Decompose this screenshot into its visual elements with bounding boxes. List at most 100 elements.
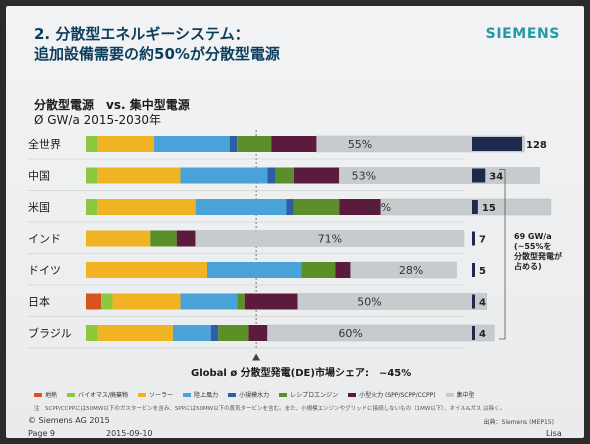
dg-segment: [101, 293, 113, 310]
global-share-marker: [252, 353, 261, 361]
dg-segment: [275, 167, 294, 184]
total-bar: [472, 263, 475, 277]
legend-label: 小型火力 (SPP/SCPP/CCPP): [359, 392, 436, 399]
legend-swatch: [445, 392, 454, 397]
legend-item: 集中型: [445, 390, 475, 399]
total-label: 7: [479, 235, 486, 246]
legend-label: 陸上風力: [194, 392, 219, 399]
central-segment: [267, 324, 495, 342]
dg-segment: [244, 293, 298, 310]
subtotal-bracket: [499, 169, 506, 340]
legend-label: レシプロエンジン: [290, 392, 339, 399]
dg-segment: [86, 325, 98, 341]
legend-swatch: [183, 392, 192, 397]
legend-swatch: [228, 392, 237, 397]
dg-segment: [286, 199, 294, 215]
bracket-annotation: 69 GW/a (~55%を 分散型発電が 占める): [514, 232, 584, 272]
total-label: 4: [479, 298, 486, 309]
total-bar: [472, 326, 475, 340]
legend-item: 小型火力 (SPP/SCPP/CCPP): [348, 390, 436, 399]
legend-label: ソーラー: [149, 392, 174, 399]
dg-segment: [339, 199, 381, 215]
legend-item: バイオマス/廃棄物: [67, 390, 128, 399]
dg-segment: [267, 167, 275, 184]
central-share-label: 50%: [357, 296, 381, 309]
dg-segment: [86, 167, 98, 184]
dg-segment: [172, 325, 211, 341]
total-bar: [472, 137, 522, 151]
dg-segment: [97, 136, 155, 152]
category-label: 中国: [28, 170, 50, 183]
legend-item: 小規模水力: [228, 390, 269, 399]
dg-segment: [180, 167, 268, 184]
category-label: 米国: [28, 201, 50, 214]
legend-item: ソーラー: [138, 390, 173, 399]
legend-swatch: [67, 392, 76, 397]
dg-segment: [293, 199, 340, 215]
chart-subtitle: 分散型電源 vs. 集中型電源 Ø GW/a 2015-2030年: [34, 98, 190, 128]
central-share-label: 60%: [338, 327, 362, 340]
date: 2015-09-10: [106, 429, 153, 438]
total-bar: [472, 294, 475, 309]
dg-segment: [97, 199, 196, 215]
copyright: © Siemens AG 2015: [28, 416, 110, 425]
total-label: 128: [526, 140, 547, 151]
central-segment: [380, 198, 552, 216]
total-label: 34: [489, 172, 503, 183]
legend-label: バイオマス/廃棄物: [78, 392, 129, 399]
slide-title: 2. 分散型エネルギーシステム： 追加設備需要の約50%が分散型電源: [34, 24, 280, 64]
dg-segment: [195, 199, 287, 215]
legend-swatch: [348, 392, 357, 397]
dg-segment: [86, 262, 207, 278]
title-line-2: 追加設備需要の約50%が分散型電源: [34, 45, 280, 63]
total-bar: [472, 200, 478, 214]
category-label: インド: [28, 233, 61, 246]
chart-legend: 地熱 バイオマス/廃棄物 ソーラー 陸上風力 小規模水力 レシプロエンジン 小型火力 (SP…: [34, 390, 574, 399]
legend-swatch: [138, 392, 147, 397]
dg-segment: [301, 262, 336, 278]
author: Lisa Davis: [546, 429, 562, 438]
central-segment: [195, 230, 465, 247]
legend-swatch: [279, 392, 288, 397]
global-share-label: Global ø 分散型発電(DE)市場シェア: ~45%: [191, 368, 412, 379]
central-share-label: 55%: [348, 138, 372, 151]
total-bar: [472, 168, 486, 183]
legend-swatch: [34, 392, 42, 397]
dg-segment: [293, 167, 340, 184]
central-share-label: 53%: [352, 170, 376, 183]
page-number: Page 9: [28, 429, 55, 438]
total-label: 15: [482, 203, 496, 214]
dg-segment: [237, 293, 245, 310]
category-label: 日本: [28, 295, 50, 309]
total-label: 4: [479, 329, 486, 340]
dg-segment: [176, 230, 196, 247]
chart-unit: Ø GW/a 2015-2030年: [34, 113, 162, 127]
siemens-logo: SIEMENS: [485, 26, 560, 42]
central-segment: [297, 293, 487, 310]
dg-segment: [97, 167, 181, 184]
legend-label: 集中型: [456, 392, 475, 399]
total-bar: [472, 231, 475, 246]
source-note: 出典：Siemens (MEP15): [483, 419, 554, 426]
dg-segment: [112, 293, 181, 310]
dg-segment: [150, 230, 177, 247]
legend-label: 小規模水力: [239, 392, 270, 399]
legend-label: 地熱: [45, 392, 58, 399]
dg-segment: [86, 136, 98, 152]
dg-segment: [154, 136, 230, 152]
dg-segment: [97, 325, 173, 341]
dg-segment: [86, 293, 102, 310]
dg-segment: [237, 136, 272, 152]
category-label: ブラジル: [28, 326, 72, 340]
category-label: ドイツ: [28, 264, 61, 277]
central-share-label: 45%: [367, 201, 391, 214]
annotation-line-2: (~55%を: [514, 242, 552, 251]
legend-item: レシプロエンジン: [279, 390, 338, 399]
dg-segment: [86, 199, 98, 215]
dg-segment: [180, 293, 238, 310]
legend-item: 陸上風力: [183, 390, 218, 399]
dg-segment: [335, 262, 351, 278]
central-share-label: 28%: [399, 264, 423, 277]
dg-segment: [206, 262, 302, 278]
